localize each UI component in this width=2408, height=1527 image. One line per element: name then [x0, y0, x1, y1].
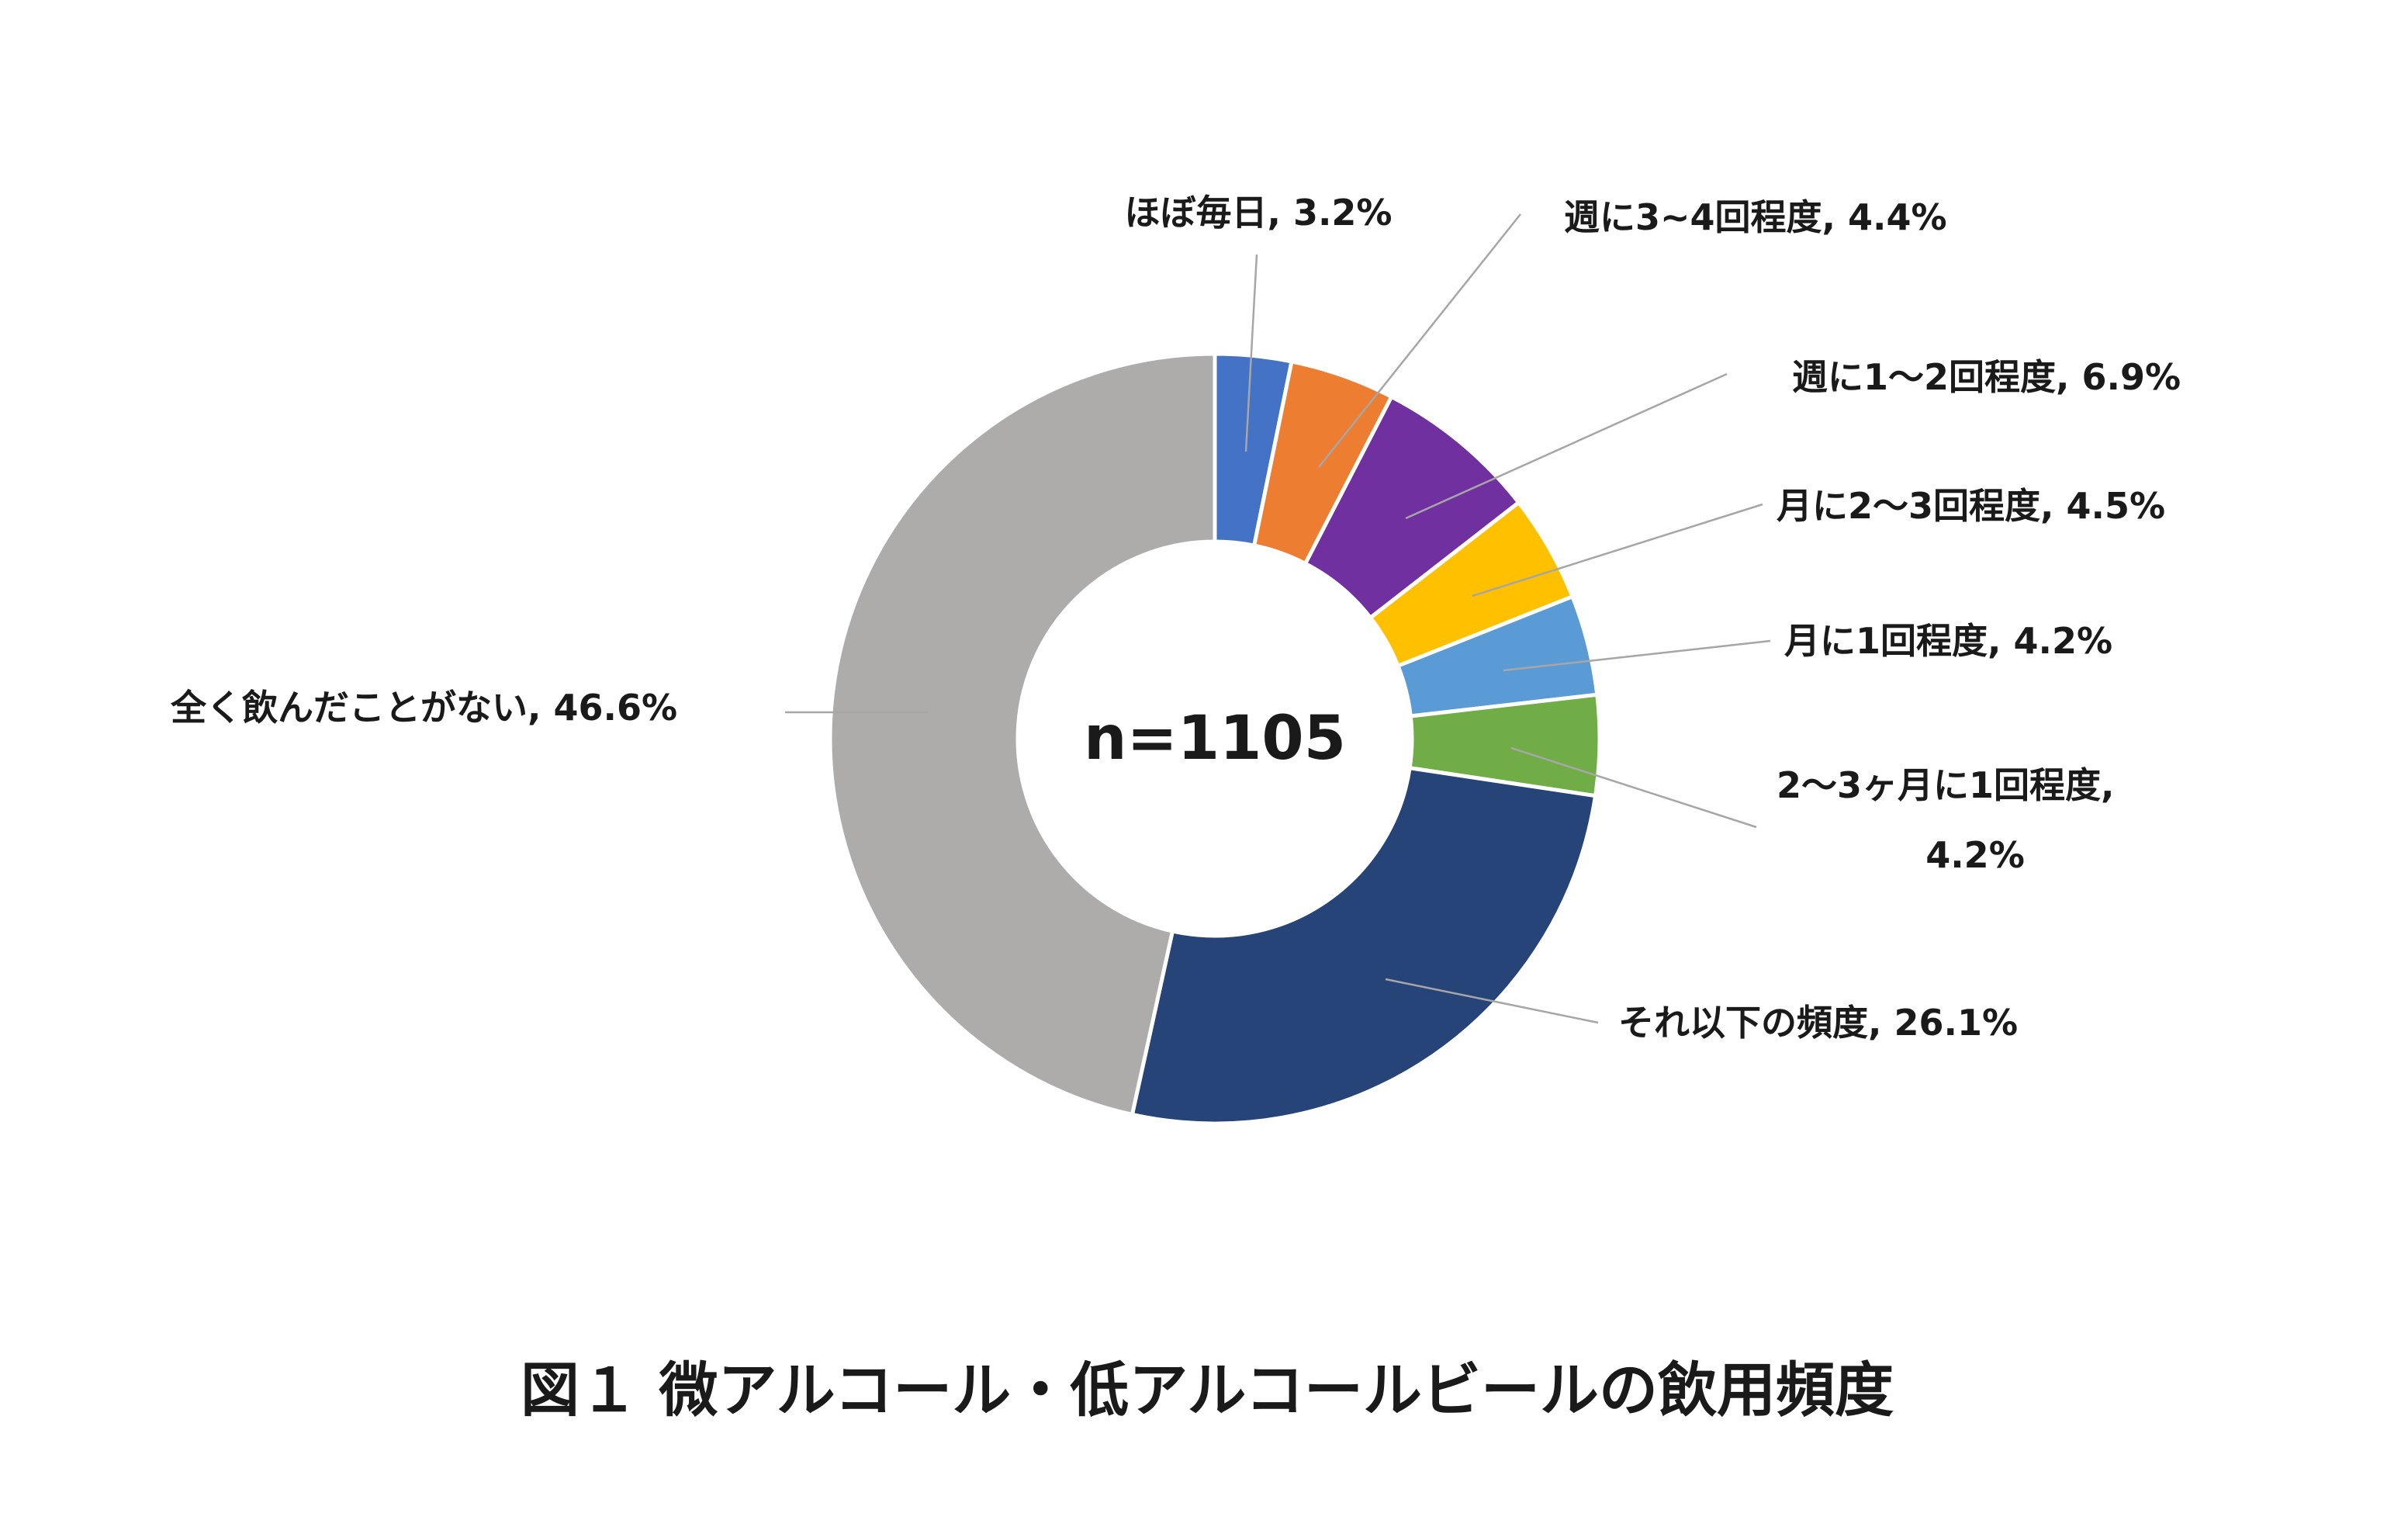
- leader-line-4: [1472, 503, 1763, 597]
- leader-line-5: [1503, 639, 1771, 672]
- leader-line-2: [1318, 213, 1521, 468]
- slice-label-6-line-1: 2～3ヶ月に1回程度,: [1777, 764, 2115, 806]
- slice-label-4: 月に2～3回程度, 4.5%: [1777, 485, 2165, 527]
- leader-line-7: [1385, 978, 1599, 1024]
- slice-label-8: 全く飲んだことがない, 46.6%: [170, 687, 677, 729]
- leader-line-6: [1510, 746, 1757, 829]
- leader-line-3: [1405, 372, 1728, 520]
- center-label: n=1105: [1084, 704, 1346, 774]
- leader-line-1: [1244, 254, 1258, 452]
- figure-caption: 図１ 微アルコール・低アルコールビールの飲用頻度: [521, 1356, 1894, 1425]
- slice-label-2: 週に3~4回程度, 4.4%: [1564, 196, 1947, 238]
- donut-slice-8: [828, 351, 1217, 1117]
- donut-slices: [828, 351, 1602, 1126]
- slice-label-5: 月に1回程度, 4.2%: [1784, 620, 2112, 662]
- slice-label-7: それ以下の頻度, 26.1%: [1618, 1002, 2018, 1044]
- leader-lines: [785, 213, 1771, 1024]
- slice-label-1: ほぼ毎日, 3.2%: [1124, 192, 1392, 234]
- slice-labels: ほぼ毎日, 3.2% 週に3~4回程度, 4.4% 週に1～2回程度, 6.9% 月に…: [170, 192, 2181, 1044]
- slice-label-6-line-2: 4.2%: [1925, 834, 2025, 876]
- slice-label-3: 週に1～2回程度, 6.9%: [1792, 356, 2181, 398]
- donut-slice-7: [1130, 765, 1598, 1126]
